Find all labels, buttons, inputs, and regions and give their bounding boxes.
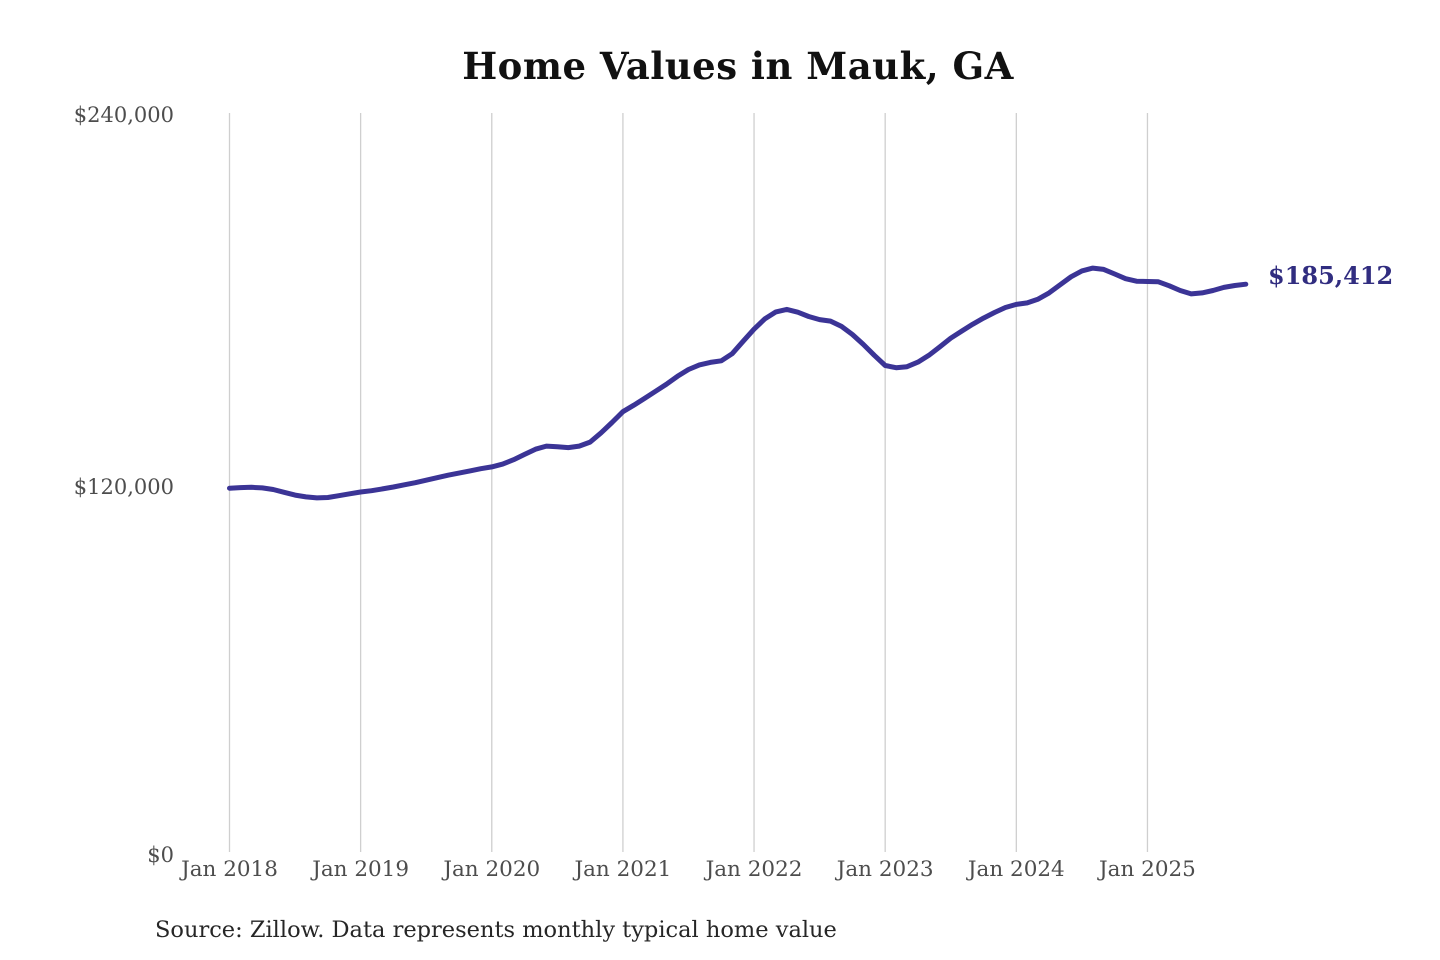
latest-value-label: $185,412 — [1268, 261, 1394, 290]
home-value-line — [227, 265, 1249, 501]
x-tick-label: Jan 2021 — [574, 857, 672, 882]
x-tick-label: Jan 2018 — [181, 857, 278, 882]
chart-title: Home Values in Mauk, GA — [462, 44, 1014, 88]
x-tick-label: Jan 2020 — [443, 857, 541, 882]
x-tick-label: Jan 2024 — [967, 857, 1065, 882]
y-tick-label: $240,000 — [73, 103, 174, 127]
x-tick-label: Jan 2019 — [312, 857, 410, 882]
y-tick-label: $0 — [147, 843, 174, 867]
x-tick-label: Jan 2023 — [836, 857, 934, 882]
y-tick-label: $120,000 — [73, 475, 174, 499]
source-note: Source: Zillow. Data represents monthly … — [155, 917, 837, 943]
x-tick-label: Jan 2022 — [705, 857, 803, 882]
x-tick-label: Jan 2025 — [1099, 857, 1196, 882]
